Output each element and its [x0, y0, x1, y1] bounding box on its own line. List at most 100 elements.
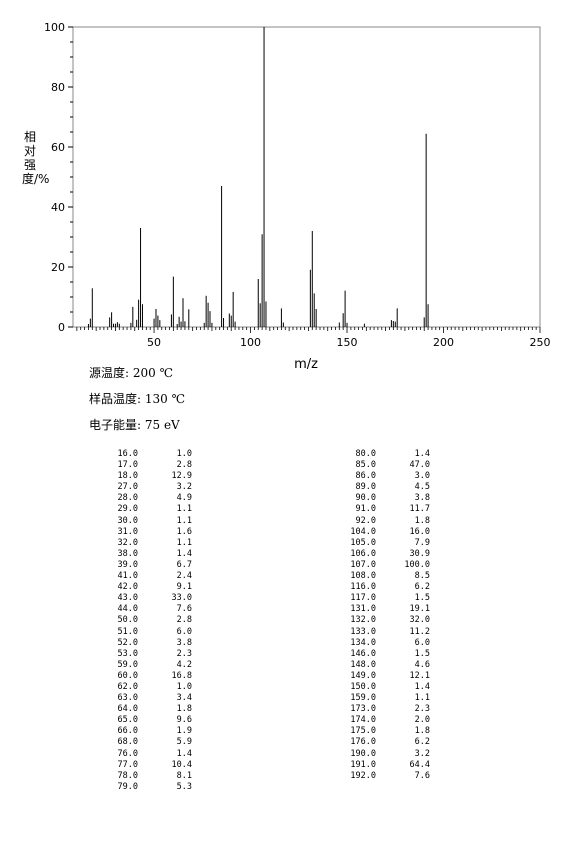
peak-row: 28.0 4.9 — [92, 493, 192, 504]
peak-mz: 91.0 — [355, 504, 376, 515]
peak-mz: 60.0 — [117, 670, 138, 681]
peak-mz: 146.0 — [350, 648, 376, 659]
peak-abundance: 1.9 — [176, 726, 192, 737]
peak-abundance: 6.2 — [414, 737, 430, 748]
peak-mz: 66.0 — [117, 726, 138, 737]
peak-abundance: 5.3 — [176, 781, 192, 792]
peak-abundance: 2.4 — [176, 571, 192, 582]
peak-mz: 191.0 — [350, 759, 376, 770]
source-temperature: 源温度: 200 ℃ — [89, 366, 174, 380]
peak-abundance: 11.2 — [409, 626, 430, 637]
peak-mz: 190.0 — [350, 748, 376, 759]
peak-mz: 38.0 — [117, 548, 138, 559]
peak-row: 17.0 2.8 — [92, 460, 192, 471]
peak-mz: 59.0 — [117, 659, 138, 670]
peak-abundance: 3.4 — [176, 693, 192, 704]
peak-row: 60.0 16.8 — [92, 671, 192, 682]
peak-row: 105.0 7.9 — [330, 538, 430, 549]
y-axis: 0 20 40 60 80 100 — [44, 21, 73, 334]
peak-table-right: 80.0 1.4 85.0 47.0 86.0 3.0 89.0 4.5 90.0 3.8 91.0… — [330, 449, 430, 782]
peak-abundance: 1.4 — [176, 748, 192, 759]
peak-mz: 64.0 — [117, 704, 138, 715]
peak-table-left: 16.0 1.0 17.0 2.8 18.0 12.9 27.0 3.2 28.0 4.9 29.0… — [92, 449, 192, 793]
peak-row: 131.0 19.1 — [330, 604, 430, 615]
peak-row: 32.0 1.1 — [92, 538, 192, 549]
peak-mz: 134.0 — [350, 637, 376, 648]
y-tick-label: 0 — [58, 321, 65, 334]
peak-mz: 31.0 — [117, 526, 138, 537]
peak-row: 51.0 6.0 — [92, 627, 192, 638]
peak-abundance: 100.0 — [404, 559, 430, 570]
peak-abundance: 10.4 — [171, 759, 192, 770]
peak-mz: 18.0 — [117, 471, 138, 482]
peak-abundance: 1.4 — [414, 449, 430, 459]
peak-abundance: 1.4 — [414, 681, 430, 692]
sample-temperature: 样品温度: 130 ℃ — [89, 392, 186, 406]
peak-row: 77.0 10.4 — [92, 760, 192, 771]
electron-energy: 电子能量: 75 eV — [89, 418, 180, 432]
peak-abundance: 9.6 — [176, 715, 192, 726]
peak-row: 133.0 11.2 — [330, 627, 430, 638]
peak-row: 59.0 4.2 — [92, 660, 192, 671]
peak-row: 43.0 33.0 — [92, 593, 192, 604]
peak-row: 39.0 6.7 — [92, 560, 192, 571]
peak-row: 52.0 3.8 — [92, 638, 192, 649]
peak-row: 80.0 1.4 — [330, 449, 430, 460]
peak-abundance: 1.0 — [176, 449, 192, 459]
peak-mz: 117.0 — [350, 593, 376, 604]
peak-row: 68.0 5.9 — [92, 737, 192, 748]
peak-abundance: 6.0 — [176, 626, 192, 637]
peak-mz: 80.0 — [355, 449, 376, 459]
peak-mz: 78.0 — [117, 770, 138, 781]
peak-abundance: 2.8 — [176, 460, 192, 471]
peak-abundance: 32.0 — [409, 615, 430, 626]
peak-mz: 149.0 — [350, 670, 376, 681]
peak-row: 44.0 7.6 — [92, 604, 192, 615]
peak-abundance: 4.5 — [414, 482, 430, 493]
peak-mz: 68.0 — [117, 737, 138, 748]
peak-row: 175.0 1.8 — [330, 726, 430, 737]
peak-row: 174.0 2.0 — [330, 715, 430, 726]
x-tick-label: 200 — [433, 336, 454, 349]
peak-mz: 17.0 — [117, 460, 138, 471]
peak-row: 18.0 12.9 — [92, 471, 192, 482]
peak-abundance: 1.6 — [176, 526, 192, 537]
peak-mz: 174.0 — [350, 715, 376, 726]
peak-row: 108.0 8.5 — [330, 571, 430, 582]
peak-bars — [87, 27, 429, 327]
peak-mz: 42.0 — [117, 582, 138, 593]
peak-row: 76.0 1.4 — [92, 749, 192, 760]
peak-row: 116.0 6.2 — [330, 582, 430, 593]
peak-mz: 39.0 — [117, 559, 138, 570]
peak-row: 89.0 4.5 — [330, 482, 430, 493]
peak-abundance: 33.0 — [171, 593, 192, 604]
peak-abundance: 1.4 — [176, 548, 192, 559]
peak-row: 134.0 6.0 — [330, 638, 430, 649]
peak-abundance: 8.5 — [414, 571, 430, 582]
peak-mz: 159.0 — [350, 693, 376, 704]
peak-abundance: 6.2 — [414, 582, 430, 593]
peak-row: 149.0 12.1 — [330, 671, 430, 682]
peak-mz: 107.0 — [350, 559, 376, 570]
peak-mz: 16.0 — [117, 449, 138, 459]
peak-mz: 85.0 — [355, 460, 376, 471]
peak-abundance: 1.8 — [414, 726, 430, 737]
peak-abundance: 7.6 — [176, 604, 192, 615]
peak-mz: 92.0 — [355, 515, 376, 526]
x-tick-label: 50 — [147, 336, 161, 349]
peak-mz: 65.0 — [117, 715, 138, 726]
peak-row: 150.0 1.4 — [330, 682, 430, 693]
peak-row: 92.0 1.8 — [330, 516, 430, 527]
peak-abundance: 7.9 — [414, 537, 430, 548]
peak-abundance: 3.0 — [414, 471, 430, 482]
peak-mz: 173.0 — [350, 704, 376, 715]
peak-abundance: 1.5 — [414, 593, 430, 604]
peak-abundance: 16.8 — [171, 670, 192, 681]
peak-abundance: 2.0 — [414, 715, 430, 726]
peak-mz: 131.0 — [350, 604, 376, 615]
peak-abundance: 1.5 — [414, 648, 430, 659]
peak-abundance: 12.1 — [409, 670, 430, 681]
peak-mz: 53.0 — [117, 648, 138, 659]
peak-mz: 133.0 — [350, 626, 376, 637]
peak-mz: 76.0 — [117, 748, 138, 759]
